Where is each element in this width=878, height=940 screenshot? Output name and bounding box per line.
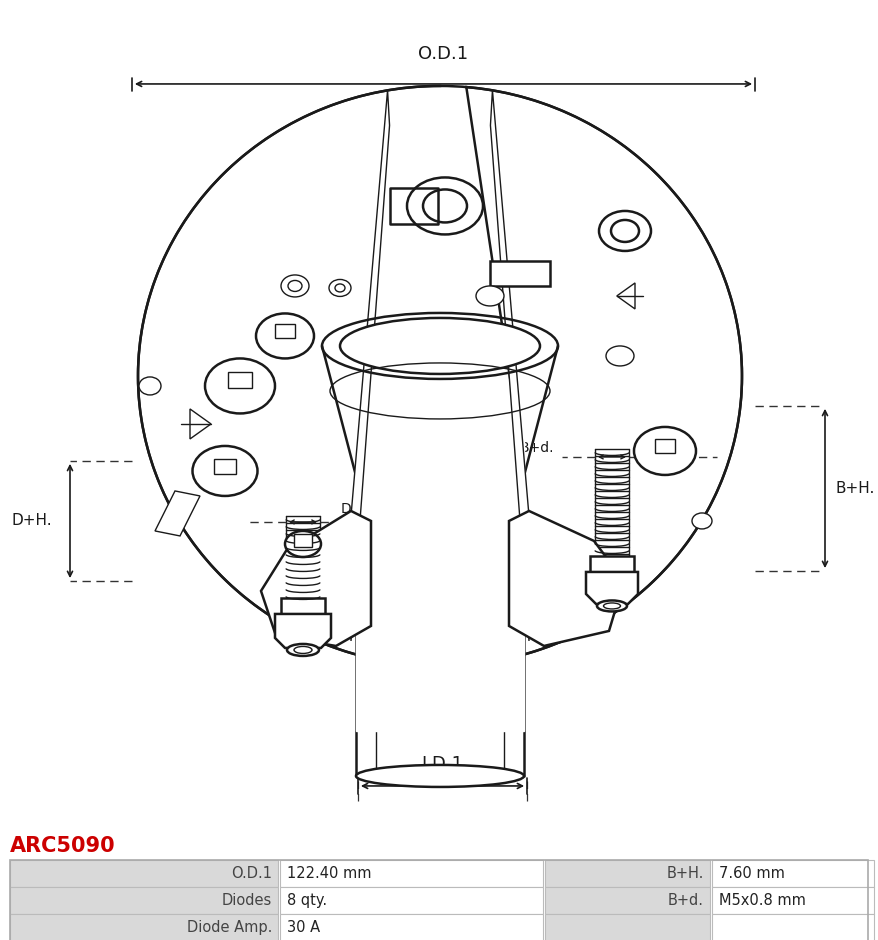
Bar <box>10 914 277 940</box>
Polygon shape <box>508 511 623 646</box>
Bar <box>275 324 295 338</box>
Bar <box>544 860 709 887</box>
Text: 30 A: 30 A <box>287 920 320 935</box>
Ellipse shape <box>633 427 695 475</box>
Text: Diode Amp.: Diode Amp. <box>186 920 271 935</box>
Bar <box>293 534 312 547</box>
Text: B+H.: B+H. <box>834 481 874 496</box>
Text: ARC5090: ARC5090 <box>10 836 116 856</box>
Bar <box>390 188 437 224</box>
Bar <box>280 914 543 940</box>
Bar <box>711 860 873 887</box>
Text: 7.60 mm: 7.60 mm <box>718 866 784 881</box>
Ellipse shape <box>192 446 257 496</box>
Bar <box>356 391 523 731</box>
Bar <box>654 439 674 453</box>
Text: I.D.1: I.D.1 <box>421 755 463 773</box>
Polygon shape <box>490 90 529 641</box>
Text: O.D.1: O.D.1 <box>231 866 271 881</box>
Bar <box>280 860 543 887</box>
Bar <box>213 459 235 474</box>
Ellipse shape <box>284 531 320 556</box>
Polygon shape <box>350 90 389 641</box>
Text: 122.40 mm: 122.40 mm <box>287 866 371 881</box>
Bar <box>281 598 325 614</box>
Bar <box>10 860 277 887</box>
Bar <box>10 887 277 914</box>
Bar <box>544 914 709 940</box>
Bar <box>489 261 550 286</box>
Text: 8 qty.: 8 qty. <box>287 893 327 908</box>
Ellipse shape <box>691 513 711 529</box>
Ellipse shape <box>340 318 539 374</box>
Bar <box>280 887 543 914</box>
Bar <box>544 887 709 914</box>
Bar <box>10 860 867 940</box>
Bar <box>589 556 633 572</box>
Ellipse shape <box>596 601 626 611</box>
Ellipse shape <box>356 765 523 787</box>
Ellipse shape <box>205 358 275 414</box>
Text: Diodes: Diodes <box>221 893 271 908</box>
Ellipse shape <box>139 377 161 395</box>
Text: B+d.: B+d. <box>667 893 703 908</box>
Polygon shape <box>261 511 371 646</box>
Text: M5x0.8 mm: M5x0.8 mm <box>718 893 805 908</box>
Bar <box>711 887 873 914</box>
Text: B+d.: B+d. <box>519 441 553 455</box>
Polygon shape <box>155 491 200 536</box>
Polygon shape <box>586 572 637 603</box>
Ellipse shape <box>476 286 503 306</box>
Text: D+H.: D+H. <box>11 513 53 528</box>
Text: D+d.: D+d. <box>341 502 376 516</box>
Text: B+H.: B+H. <box>666 866 703 881</box>
Bar <box>711 914 873 940</box>
Ellipse shape <box>605 346 633 366</box>
Ellipse shape <box>287 644 319 656</box>
Polygon shape <box>275 614 331 648</box>
Ellipse shape <box>255 313 313 358</box>
Text: O.D.1: O.D.1 <box>418 45 468 63</box>
Bar <box>227 372 252 388</box>
